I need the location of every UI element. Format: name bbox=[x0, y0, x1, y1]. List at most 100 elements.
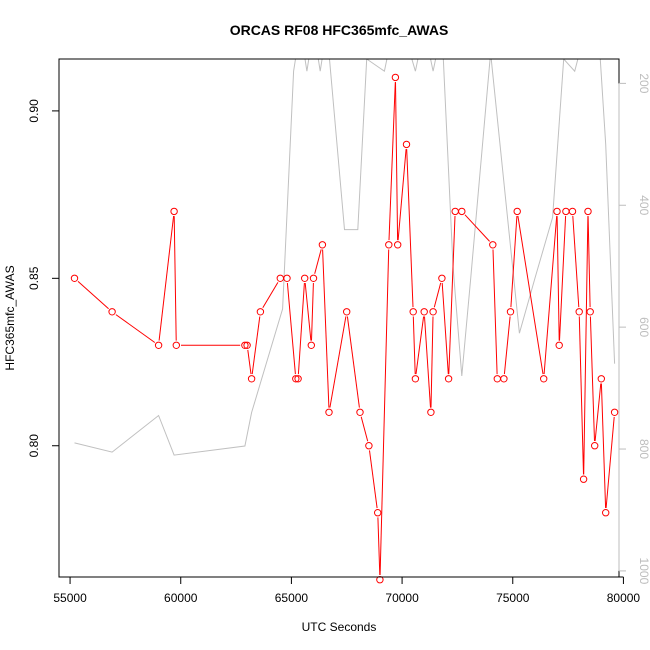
data-point bbox=[318, 241, 327, 249]
data-point bbox=[325, 408, 333, 416]
primary-series-segment bbox=[262, 282, 279, 309]
y-tick-label: 0.80 bbox=[27, 434, 41, 458]
data-point bbox=[555, 341, 563, 349]
data-point bbox=[427, 408, 435, 416]
primary-series-segment bbox=[578, 316, 584, 475]
secondary-series-layer bbox=[74, 59, 616, 456]
data-point bbox=[170, 207, 178, 216]
x-tick-label: 75000 bbox=[496, 591, 530, 605]
y-tick-label: 0.85 bbox=[27, 266, 41, 290]
primary-series-segment bbox=[115, 314, 156, 343]
x-tick-label: 80000 bbox=[607, 591, 641, 605]
data-point bbox=[385, 241, 393, 249]
primary-series-segment bbox=[412, 316, 416, 375]
primary-series-segment bbox=[397, 149, 407, 241]
primary-series-segment bbox=[329, 316, 347, 408]
primary-series-segment bbox=[441, 282, 449, 375]
primary-series-segment bbox=[297, 282, 305, 375]
data-point bbox=[444, 375, 453, 383]
data-point bbox=[438, 274, 446, 282]
data-point bbox=[553, 207, 561, 216]
data-point bbox=[429, 308, 437, 316]
chart-title: ORCAS RF08 HFC365mfc_AWAS bbox=[230, 22, 449, 38]
primary-series-segment bbox=[388, 82, 396, 241]
secondary-y-axis: 200 400 600 800 1000 bbox=[618, 73, 650, 585]
data-point bbox=[283, 274, 291, 282]
secondary-y-tick-label: 200 bbox=[637, 73, 650, 93]
data-point bbox=[394, 241, 402, 249]
secondary-y-tick-label: 600 bbox=[637, 317, 650, 337]
primary-series-segment bbox=[583, 216, 589, 475]
secondary-y-tick-label: 1000 bbox=[637, 558, 650, 585]
data-point bbox=[591, 442, 599, 450]
data-point bbox=[365, 442, 373, 450]
data-point bbox=[154, 341, 163, 349]
primary-series-segment bbox=[247, 349, 252, 375]
data-point bbox=[243, 341, 251, 349]
primary-series-layer bbox=[70, 73, 619, 584]
primary-series-segment bbox=[587, 216, 591, 308]
primary-series-segment bbox=[379, 249, 390, 576]
x-axis-label: UTC Seconds bbox=[302, 620, 377, 634]
data-point bbox=[292, 375, 300, 383]
primary-series-segment bbox=[448, 215, 456, 375]
primary-series-segment bbox=[311, 282, 314, 341]
primary-series-segment bbox=[589, 316, 595, 442]
data-point bbox=[309, 274, 318, 282]
primary-series-segment bbox=[492, 249, 498, 375]
primary-series-segment bbox=[415, 316, 425, 375]
data-point bbox=[307, 341, 315, 349]
x-tick-label: 60000 bbox=[164, 591, 198, 605]
primary-series-segment bbox=[430, 316, 434, 408]
data-point bbox=[500, 375, 508, 383]
primary-series-segment bbox=[424, 316, 431, 408]
data-point bbox=[374, 509, 382, 517]
primary-series-segment bbox=[503, 316, 511, 375]
data-point bbox=[70, 274, 79, 282]
data-point bbox=[391, 73, 400, 82]
data-point bbox=[568, 207, 577, 216]
secondary-series-line bbox=[74, 59, 616, 456]
x-axis: 55000 60000 65000 70000 75000 80000 bbox=[53, 576, 641, 605]
primary-series-segment bbox=[406, 149, 414, 308]
data-point bbox=[343, 308, 351, 316]
primary-series-segment bbox=[433, 282, 442, 308]
data-point bbox=[597, 375, 605, 383]
data-point bbox=[540, 375, 548, 383]
data-point bbox=[513, 207, 521, 216]
primary-series-segment bbox=[572, 215, 580, 308]
y-axis-label: HFC365mfc_AWAS bbox=[3, 265, 17, 370]
primary-series-segment bbox=[360, 416, 369, 442]
primary-series-segment bbox=[464, 214, 490, 242]
primary-series-segment bbox=[251, 316, 261, 375]
primary-series-segment bbox=[322, 249, 330, 408]
primary-series-segment bbox=[314, 249, 322, 274]
data-point bbox=[301, 274, 309, 282]
primary-series-segment bbox=[346, 316, 360, 408]
primary-series-segment bbox=[286, 282, 296, 375]
data-point bbox=[602, 509, 610, 517]
data-point bbox=[506, 308, 515, 316]
data-point bbox=[356, 408, 364, 416]
y-axis: 0.80 0.85 0.90 bbox=[27, 99, 60, 458]
data-point bbox=[575, 308, 583, 316]
data-point bbox=[294, 375, 302, 383]
primary-series-segment bbox=[395, 82, 399, 241]
data-point bbox=[610, 408, 619, 416]
data-point bbox=[172, 341, 181, 349]
primary-series-segment bbox=[605, 416, 615, 509]
data-point bbox=[584, 207, 592, 216]
secondary-y-tick-label: 800 bbox=[637, 439, 650, 459]
primary-series-segment bbox=[559, 215, 567, 341]
primary-series-segment bbox=[77, 281, 109, 310]
primary-series-segment bbox=[594, 383, 602, 442]
data-point bbox=[411, 375, 420, 383]
data-point bbox=[586, 308, 594, 316]
data-point bbox=[489, 241, 497, 249]
data-point bbox=[241, 341, 249, 349]
data-point bbox=[402, 140, 411, 149]
secondary-y-tick-label: 400 bbox=[637, 195, 650, 215]
primary-series-segment bbox=[510, 215, 518, 308]
primary-series-segment bbox=[543, 215, 558, 375]
primary-series-segment bbox=[369, 450, 378, 509]
